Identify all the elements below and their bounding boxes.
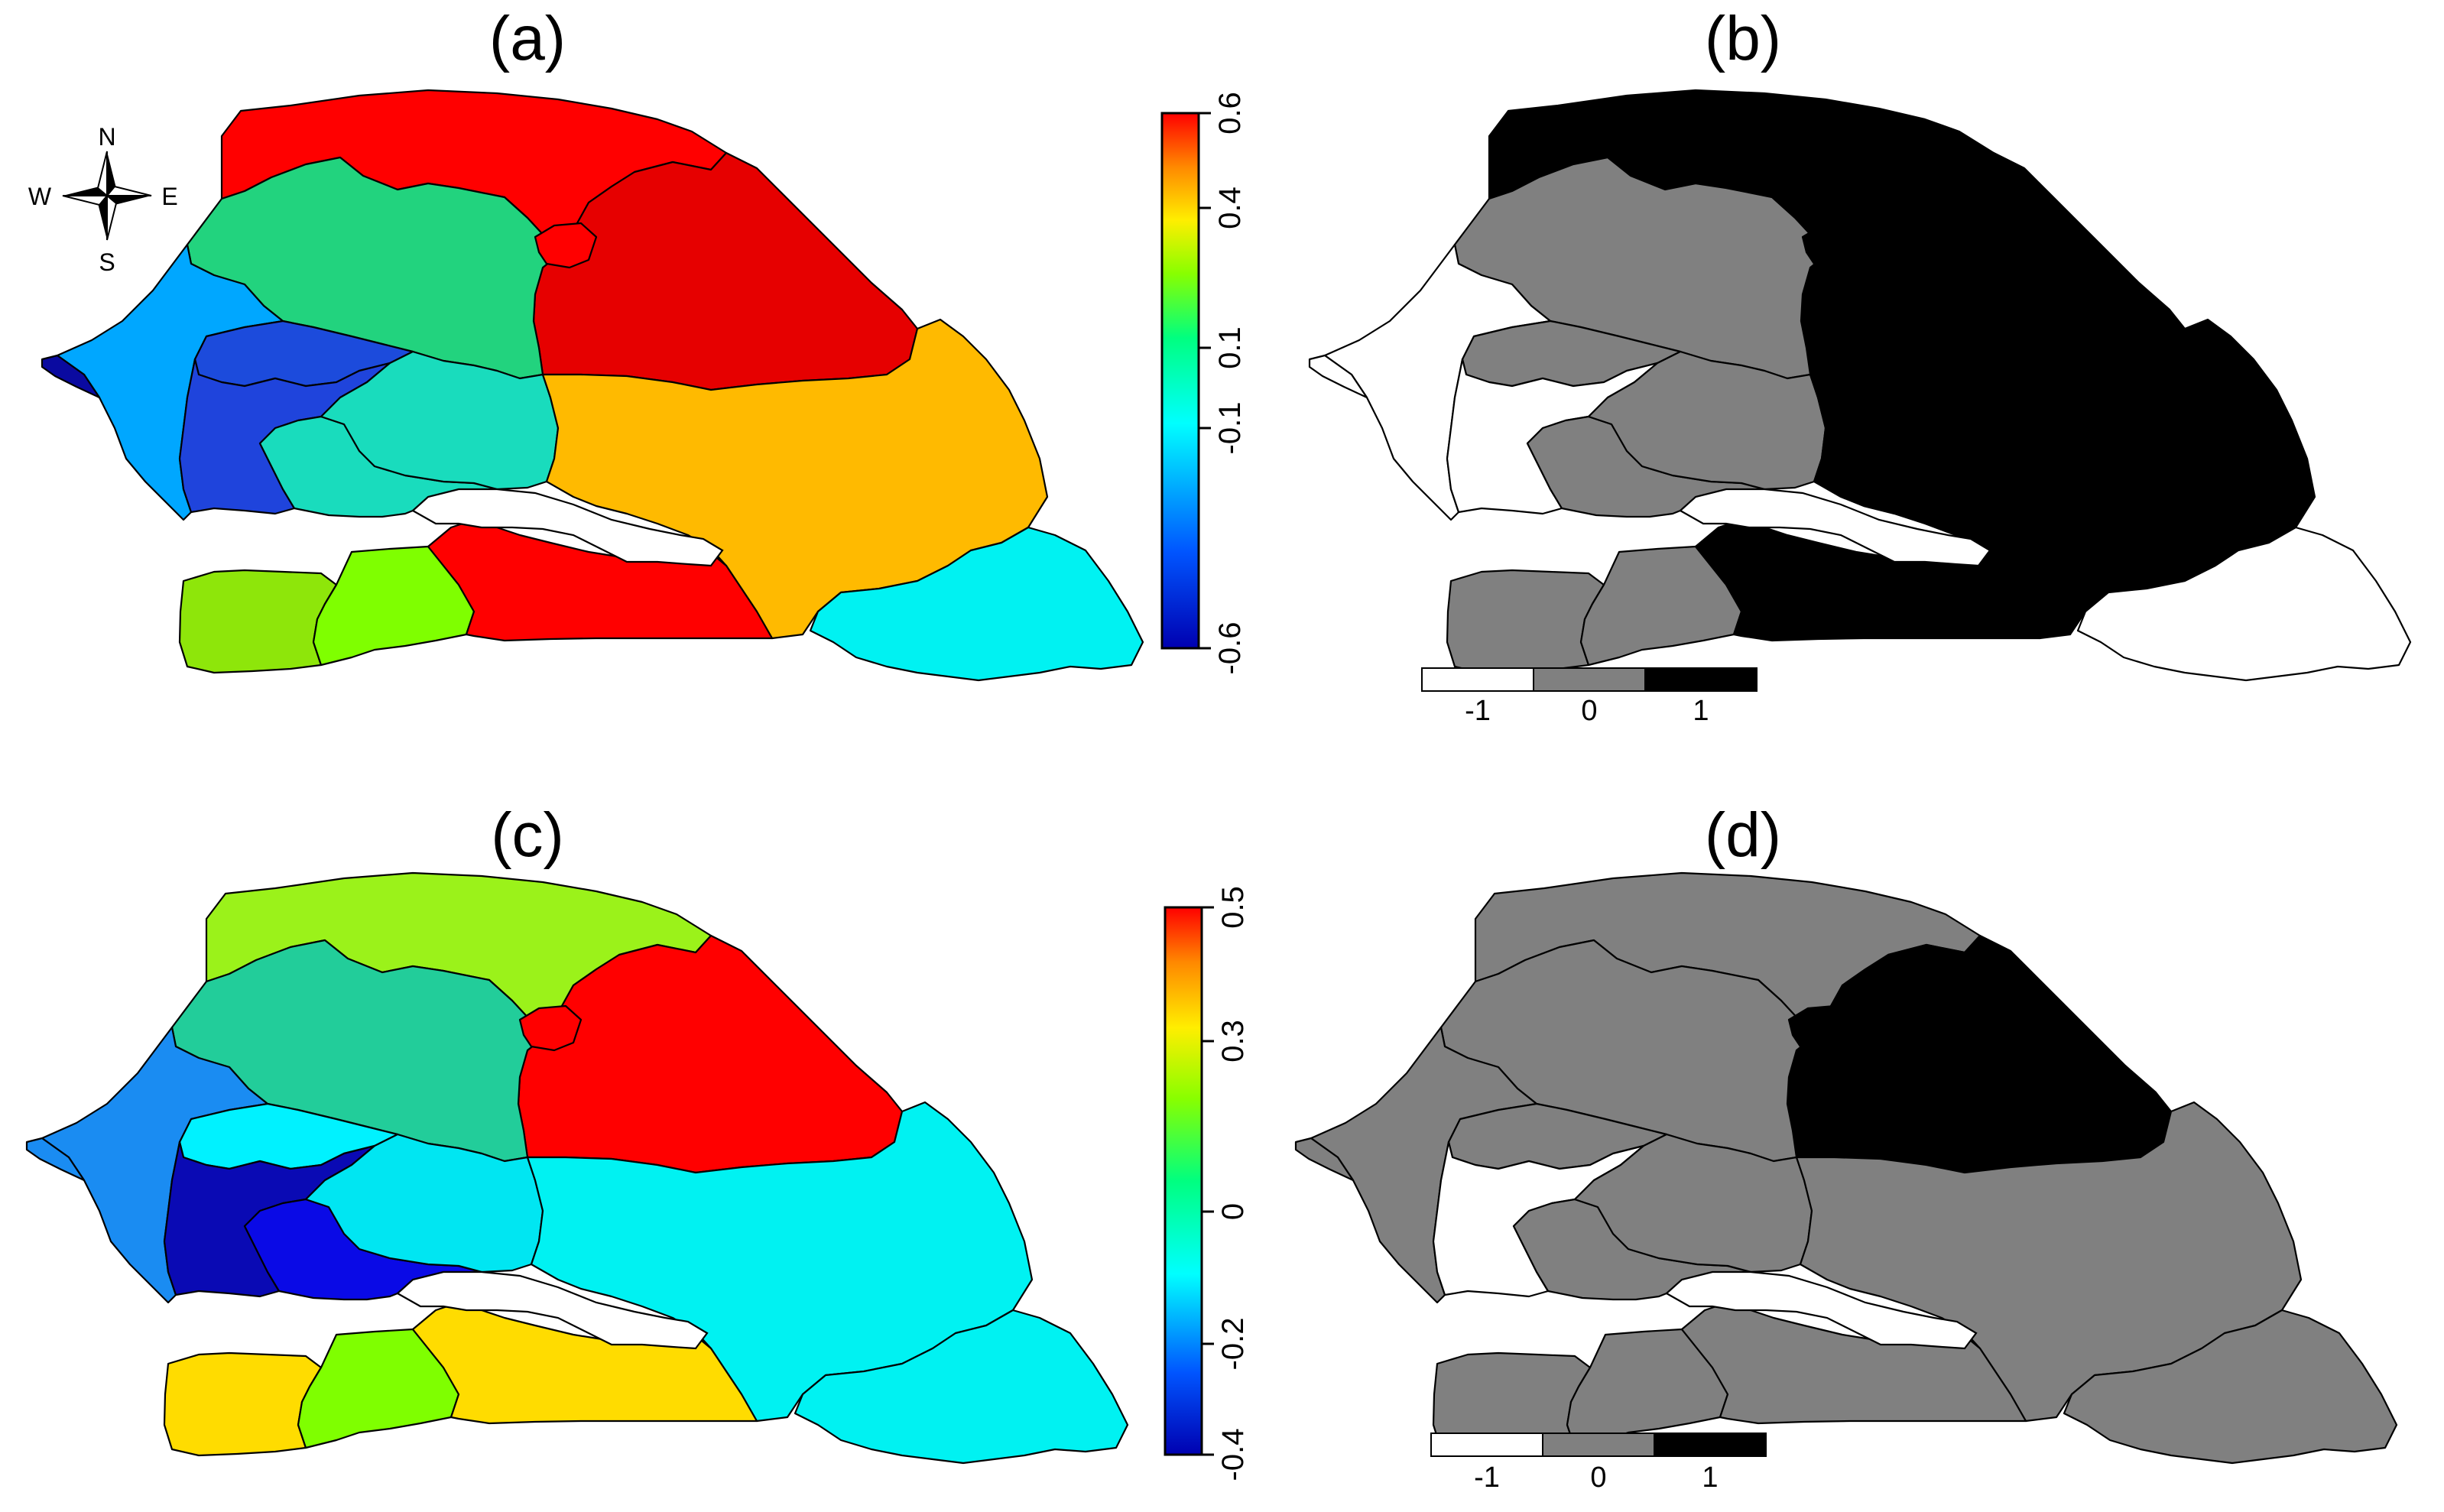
colorbar-c-gradient <box>1164 906 1203 1456</box>
colorbar-a-ticks: 0.6 0.4 0.1 -0.1 -0.6 <box>1199 92 1247 674</box>
region-south-east <box>2063 1309 2398 1465</box>
map-panel-b: (b) -1 0 1 <box>1308 4 2412 727</box>
gambia-river-gap <box>411 488 724 567</box>
colorbar-a-tick-label: -0.1 <box>1213 402 1247 455</box>
legend-d-swatch-zero <box>1542 1433 1655 1457</box>
region-south-east <box>2076 526 2412 682</box>
region-notch <box>1801 222 1865 269</box>
region-south-west-2 <box>1566 1328 1729 1449</box>
region-south-west-2 <box>1579 545 1743 667</box>
colorbar-a-tick-label: 0.6 <box>1213 92 1247 135</box>
compass-s: S <box>99 248 115 276</box>
map-d <box>1294 871 2398 1465</box>
colorbar-c-tick-label: 0 <box>1216 1203 1250 1220</box>
panel-title-d: (d) <box>1705 800 1781 870</box>
legend-d-swatch-neg <box>1430 1433 1543 1457</box>
legend-b: -1 0 1 <box>1421 667 1758 727</box>
region-south-east <box>794 1309 1129 1465</box>
map-b <box>1308 89 2412 682</box>
legend-d-swatch-pos <box>1654 1433 1767 1457</box>
region-south-west-1 <box>163 1351 323 1457</box>
map-panel-c: (c) 0.5 0.3 0 -0.2 -0.4 <box>25 800 1250 1481</box>
colorbar-c-tick-label: -0.4 <box>1216 1429 1250 1481</box>
colorbar-c-tick-label: 0.3 <box>1216 1020 1250 1063</box>
legend-b-swatch-neg <box>1421 667 1534 692</box>
legend-d: -1 0 1 <box>1430 1433 1767 1494</box>
compass-n: N <box>98 123 115 151</box>
legend-b-swatch-zero <box>1533 667 1646 692</box>
colorbar-a-tick-label: -0.6 <box>1213 622 1247 675</box>
gambia-river-gap <box>1665 1270 1978 1350</box>
region-south-west-1 <box>1446 569 1605 674</box>
region-cap-vert <box>41 354 101 399</box>
legend-b-label: -1 <box>1465 695 1491 727</box>
colorbar-c-tick-label: -0.2 <box>1216 1318 1250 1371</box>
legend-d-label: 0 <box>1590 1462 1606 1494</box>
colorbar-a-gradient <box>1160 112 1200 650</box>
map-panel-d: (d) -1 0 1 <box>1294 800 2398 1494</box>
legend-b-label: 1 <box>1693 695 1709 727</box>
legend-d-label: -1 <box>1474 1462 1500 1494</box>
map-c <box>25 871 1129 1465</box>
colorbar-c-ticks: 0.5 0.3 0 -0.2 -0.4 <box>1202 886 1250 1481</box>
map-a <box>41 89 1144 682</box>
region-south-east <box>809 526 1144 682</box>
region-south-west-2 <box>297 1328 460 1449</box>
legend-d-label: 1 <box>1702 1462 1718 1494</box>
colorbar-a: 0.6 0.4 0.1 -0.1 -0.6 <box>1160 92 1247 674</box>
colorbar-a-tick-label: 0.1 <box>1213 326 1247 369</box>
panel-title-a: (a) <box>489 4 566 73</box>
map-panel-a: (a) N S E W 0.6 0.4 <box>28 4 1247 682</box>
compass-e: E <box>161 183 177 210</box>
colorbar-c: 0.5 0.3 0 -0.2 -0.4 <box>1164 886 1250 1481</box>
region-notch <box>518 1004 583 1052</box>
legend-b-label: 0 <box>1581 695 1597 727</box>
legend-b-swatch-pos <box>1644 667 1758 692</box>
region-notch <box>1787 1004 1852 1052</box>
compass-w: W <box>28 183 52 210</box>
compass-rose: N S E W <box>28 123 178 276</box>
panel-title-c: (c) <box>491 800 564 870</box>
region-south-west-1 <box>178 569 338 674</box>
region-south-west-2 <box>312 545 475 667</box>
colorbar-a-tick-label: 0.4 <box>1213 187 1247 229</box>
gambia-river-gap <box>396 1270 709 1350</box>
region-cap-vert <box>1308 354 1368 399</box>
region-notch <box>534 222 598 269</box>
colorbar-c-tick-label: 0.5 <box>1216 886 1250 929</box>
gambia-river-gap <box>1679 488 1991 567</box>
region-cap-vert <box>1294 1137 1355 1182</box>
region-cap-vert <box>25 1137 86 1182</box>
panel-title-b: (b) <box>1705 4 1781 73</box>
